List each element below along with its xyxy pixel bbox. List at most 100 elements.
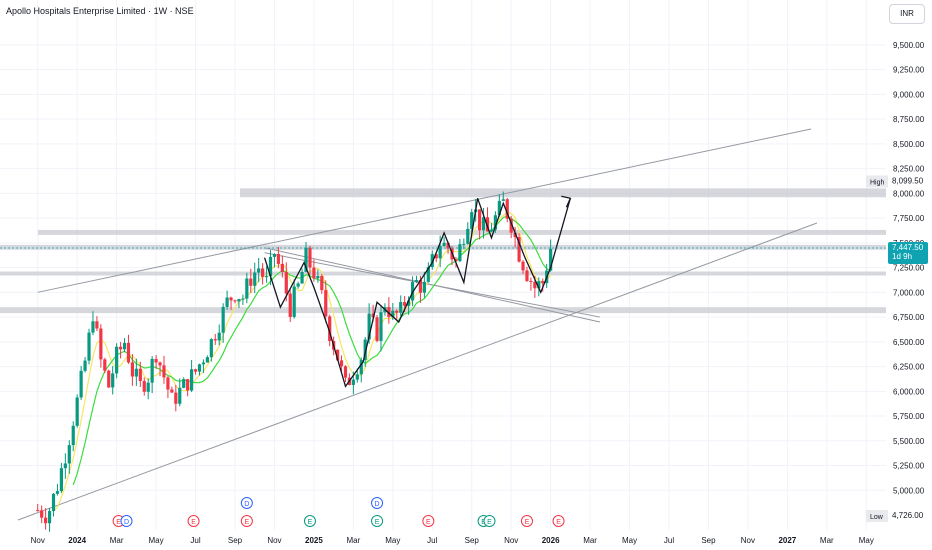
candle-body [253, 272, 257, 286]
chart-grid [0, 0, 886, 530]
candle-body [434, 254, 438, 259]
candle-body [221, 306, 225, 333]
candle-body [442, 242, 446, 247]
candle-body [193, 369, 198, 372]
candle-body [328, 316, 332, 341]
candle-body [462, 243, 466, 245]
trendline [17, 222, 818, 521]
price-zone [0, 244, 886, 250]
price-tick-label: 8,000.00 [893, 189, 925, 198]
trendlines [17, 128, 818, 521]
candle-body [430, 254, 434, 268]
candle-body [407, 300, 411, 306]
price-tick-label: 8,250.00 [893, 165, 925, 174]
price-tick-label: 6,750.00 [893, 313, 925, 322]
candle-body [154, 358, 158, 363]
dividend-event-marker[interactable]: D [120, 515, 133, 527]
candle-body [190, 369, 194, 391]
last-price-tag-bg [888, 242, 928, 265]
candle-body [466, 228, 470, 244]
candle-body [233, 300, 237, 302]
candle-body [178, 387, 182, 404]
candle-body [359, 360, 363, 375]
event-letter: E [308, 519, 313, 526]
candle-body [150, 358, 154, 383]
candle-body [497, 200, 501, 216]
candle-body [197, 364, 202, 372]
candle-body [316, 276, 320, 279]
earnings-event-marker[interactable]: E [483, 515, 496, 527]
price-tick-label: 5,000.00 [893, 486, 925, 495]
earnings-event-marker[interactable]: E [520, 515, 533, 527]
price-tick-label: 7,250.00 [893, 264, 925, 273]
event-markers[interactable]: E D E EDE EDE E E E E [112, 497, 565, 527]
chart-title: Apollo Hospitals Enterprise Limited · 1W… [6, 6, 194, 16]
currency-button[interactable]: INR [889, 4, 925, 24]
candle-body [75, 397, 79, 426]
price-tick-label: 8,500.00 [893, 140, 925, 149]
event-letter: E [116, 519, 121, 526]
earnings-event-marker[interactable]: E [552, 515, 565, 527]
earnings-event-marker[interactable]: E [187, 515, 200, 527]
candle-body [40, 510, 44, 518]
price-tick-label: 7,750.00 [893, 214, 925, 223]
candle-body [134, 368, 138, 377]
candle-body [83, 360, 87, 371]
time-tick-label: May [859, 536, 874, 545]
candle-body [509, 218, 513, 233]
last-price-tag-text: 7,447.50 [892, 243, 924, 252]
candle-body [142, 380, 146, 392]
candle-body [36, 510, 40, 512]
trendline [37, 128, 812, 293]
time-axis[interactable]: Nov 2024 Mar May Jul Sep Nov 2025 Mar May Jul Sep No… [31, 536, 874, 545]
time-tick-label: Sep [228, 536, 243, 545]
price-axis[interactable]: 9,500.00 9,250.00 9,000.00 8,750.00 8,500.00… [886, 0, 932, 550]
candle-body [158, 362, 162, 366]
event-letter: E [426, 519, 431, 526]
price-tick-label: 8,750.00 [893, 115, 925, 124]
candle-body [99, 328, 103, 360]
event-letter: E [245, 519, 250, 526]
dividend-event-marker[interactable]: D [371, 497, 384, 509]
candle-body [249, 278, 253, 286]
earnings-event-marker[interactable]: E [371, 515, 384, 527]
earnings-event-marker[interactable]: E [240, 515, 253, 527]
price-tick-label: 6,250.00 [893, 363, 925, 372]
candle-body [87, 332, 91, 361]
low-tag-text: 4,726.00 [892, 511, 924, 520]
price-zone [38, 229, 886, 235]
candle-body [363, 339, 367, 361]
candle-body [237, 299, 241, 302]
dividend-event-marker[interactable]: D [240, 497, 253, 509]
earnings-event-marker[interactable]: E [422, 515, 435, 527]
price-tick-label: 5,500.00 [893, 437, 925, 446]
price-zone [0, 307, 886, 314]
candle-body [485, 217, 490, 232]
candle-body [182, 379, 186, 388]
candle-body [59, 468, 63, 492]
candle-body [493, 215, 497, 230]
time-tick-label: 2024 [68, 536, 86, 545]
candle-body [63, 463, 67, 469]
candle-body [489, 229, 494, 232]
event-circle [483, 515, 496, 527]
candle-body [387, 307, 391, 318]
candle-body [355, 374, 359, 380]
candle-body [371, 313, 375, 318]
price-tick-label: 5,250.00 [893, 462, 925, 471]
candle-body [481, 217, 486, 231]
candle-body [103, 359, 107, 371]
earnings-event-marker[interactable]: E [303, 515, 316, 527]
time-tick-label: Mar [583, 536, 597, 545]
candle-body [308, 247, 312, 268]
candle-body [115, 346, 119, 374]
high-tag-label-bg [866, 175, 888, 188]
event-letter: D [124, 519, 129, 526]
candle-body [170, 389, 174, 393]
candle-body [422, 281, 426, 293]
candle-body [339, 360, 344, 367]
candle-body [395, 310, 399, 313]
time-tick-label: May [385, 536, 400, 545]
event-letter: E [487, 519, 492, 526]
